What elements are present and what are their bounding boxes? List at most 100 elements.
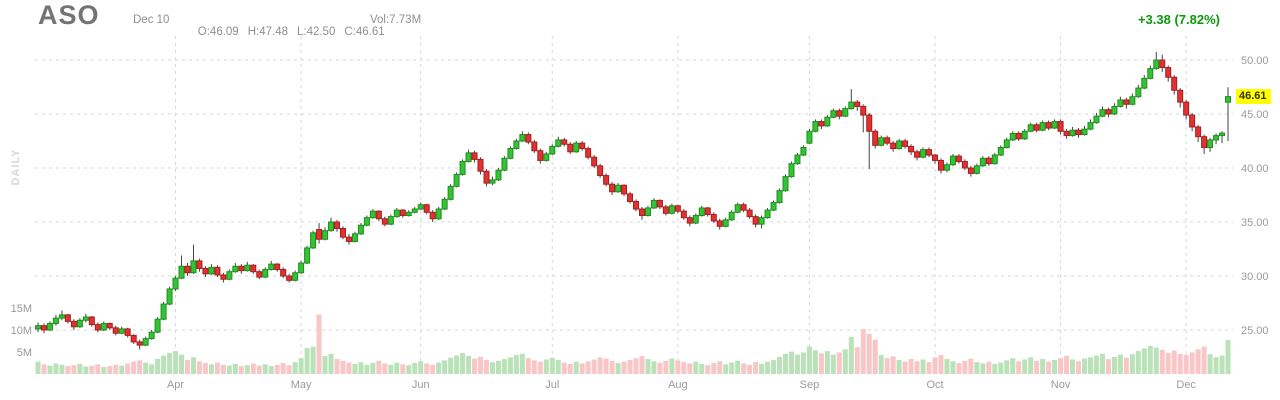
month-label: Oct [926,379,943,391]
volume-bar [735,360,741,374]
candle-down [136,341,143,346]
volume-bar [149,364,155,374]
candle-down [609,183,616,193]
candle-up [393,209,400,218]
candle-down [429,211,436,220]
volume-bar [507,357,513,374]
candle-up [172,277,179,290]
volume-bar [848,337,854,374]
candle-up [1129,96,1136,105]
volume-bar [585,361,591,374]
candle-down [890,142,897,150]
candle-up [262,269,269,278]
volume-bar [627,359,633,374]
candle-down [106,323,113,329]
volume-bar [256,365,262,374]
candle-down [603,175,610,185]
volume-bar [842,349,848,374]
candle-up [46,323,53,331]
volume-bar [513,355,519,374]
volume-bar [185,359,190,374]
volume-bar [406,365,412,374]
candle-up [1207,139,1214,148]
candle-down [627,193,634,202]
month-label: Jul [545,379,559,391]
volume-bar [167,352,173,374]
candle-up [1225,96,1232,103]
volume-bar [549,357,555,374]
volume-bar [196,361,202,374]
month-label: Dec [1176,379,1196,391]
candle-down [1183,101,1190,116]
candle-up [76,319,83,328]
volume-bar [119,365,125,374]
candle-down [561,139,568,145]
volume-bar [454,355,460,374]
volume-bar [89,365,95,374]
volume-bar [699,363,705,374]
volume-bar [190,357,196,374]
volume-bar [519,353,525,374]
volume-bar [208,364,214,374]
candle-up [304,247,311,264]
candle-up [1141,77,1148,89]
volume-bar [1141,348,1147,374]
volume-bar [47,365,53,374]
volume-bar [472,358,478,374]
candle-up [800,146,807,156]
candle-down [112,327,119,334]
candle-up [52,317,59,325]
volume-bar [926,362,932,374]
volume-bar [1040,359,1046,374]
volume-bar [340,360,346,374]
volume-tick-label: 5M [17,347,32,359]
volume-bar [806,346,812,374]
candle-down [836,110,843,117]
volume-bar [501,359,507,374]
candle-up [190,260,197,274]
candle-down [932,154,938,161]
volume-bar [53,363,59,374]
volume-bar [1189,352,1195,374]
volume-bar [424,363,430,374]
candle-up [441,198,448,210]
month-label: Jun [412,379,430,391]
volume-bar [41,364,47,374]
volume-bar [681,362,687,374]
candle-up [920,149,927,158]
volume-bar [316,314,322,374]
volume-bar [950,361,956,374]
candle-down [866,114,873,132]
volume-bar [597,357,603,374]
volume-bar [131,361,137,374]
candle-up [806,130,813,144]
volume-bar [448,357,454,374]
candle-up [405,211,412,217]
candle-down [256,271,263,278]
volume-bar [1159,349,1165,374]
volume-bar [1183,354,1189,374]
volume-bar [968,358,974,374]
candle-up [812,121,819,132]
price-tick-label: 25.00 [1241,325,1269,337]
volume-layer [35,314,1231,374]
quote-date: Dec 10 [133,14,170,26]
candle-down [477,158,484,172]
volume-bar [603,358,609,374]
candle-up [734,204,741,213]
volume-bar [615,363,621,374]
month-label: Apr [167,379,184,391]
volume-bar [753,362,759,374]
candle-down [64,314,71,322]
candle-up [232,265,239,273]
candle-up [244,264,251,272]
volume-bar [35,361,41,374]
candle-up [949,155,956,166]
volume-bar [896,359,902,374]
volume-bar [59,364,65,374]
volume-bar [890,356,896,374]
candle-down [1195,126,1202,138]
volume-bar [418,361,424,374]
candle-down [961,161,968,169]
